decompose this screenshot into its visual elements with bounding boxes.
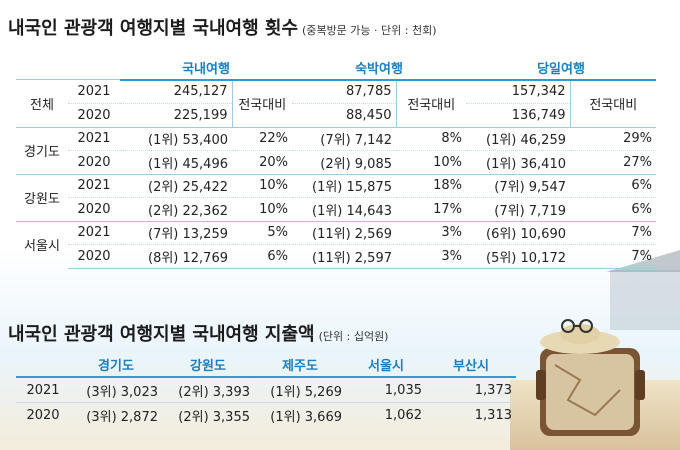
value-cell: (3위) 3,023 (86, 384, 158, 400)
header-empty (16, 56, 68, 80)
region-label: 강원도 (16, 173, 68, 221)
trip-count-table: 국내여행 숙박여행 당일여행 전체 2021 245,127 전국대비 87,785 전국대비 1… (16, 56, 656, 269)
value-cell: 245,127 (120, 79, 232, 104)
percent-cell: 10% (232, 197, 292, 221)
value-cell: (1위) 36,410 (466, 150, 570, 174)
table-row: 전체 2021 245,127 전국대비 87,785 전국대비 157,342 전국대비 (16, 79, 656, 127)
header-region: 경기도 (70, 352, 162, 378)
year-label: 2020 (68, 103, 120, 127)
value-cell: 157,342 (466, 79, 570, 104)
value-cell: (7위) 9,547 (466, 173, 570, 198)
percent-cell: 22% (232, 126, 292, 151)
percent-cell: 7% (570, 244, 656, 269)
header-overnight: 숙박여행 (292, 56, 466, 81)
table-row: 강원도 2021 (2위) 25,422 10% (1위) 15,875 18% (7위) … (16, 173, 656, 221)
table-row: 2020 (1위) 45,496 20% (2위) 9,085 10% (1위) 36,4… (16, 150, 656, 174)
percent-cell: 8% (396, 126, 466, 151)
header-row: 경기도 강원도 제주도 서울시 부산시 (16, 352, 516, 378)
percent-cell: 17% (396, 197, 466, 221)
value-cell: (2위) 9,085 (292, 150, 396, 174)
value-cell: 87,785 (292, 79, 396, 104)
region-label: 서울시 (16, 220, 68, 268)
table-row: 2020 (2위) 22,362 10% (1위) 14,643 17% (7위) 7,7… (16, 197, 656, 221)
unit-note: (중복방문 가능 · 단위 : 천회) (302, 24, 437, 37)
value-cell: (11위) 2,597 (292, 244, 396, 269)
year-label: 2021 (68, 126, 120, 151)
value-cell: (7위) 7,142 (292, 126, 396, 151)
percent-cell: 3% (396, 220, 466, 245)
title-trip-count: 내국인 관광객 여행지별 국내여행 횟수 (중복방문 가능 · 단위 : 천회) (8, 18, 437, 39)
value-cell: 88,450 (292, 103, 396, 127)
region-label: 경기도 (16, 126, 68, 174)
value-cell: (1위) 53,400 (120, 126, 232, 151)
year-label: 2020 (68, 244, 120, 269)
header-region: 부산시 (426, 352, 516, 378)
value-cell: (1위) 14,643 (292, 197, 396, 221)
ratio-label: 전국대비 (231, 79, 292, 127)
value-cell: (2위) 3,393 (178, 384, 250, 400)
value-cell: (1위) 3,669 (254, 402, 346, 427)
spending-table: 경기도 강원도 제주도 서울시 부산시 2021 (3위) 3,023 (2위) 3,393(… (16, 352, 516, 427)
value-cell: 1,373 (474, 382, 512, 398)
header-row: 국내여행 숙박여행 당일여행 (16, 56, 656, 81)
value-cell: (2위) 3,355 (162, 402, 254, 427)
year-label: 2020 (16, 402, 70, 427)
table-row: 2020 225,199 88,450 136,749 (16, 103, 656, 127)
year-label: 2021 (68, 79, 120, 104)
value-cell: (1위) 5,269 (270, 384, 342, 400)
value-cell: (6위) 10,690 (466, 220, 570, 245)
percent-cell: 6% (570, 173, 656, 198)
year-label: 2020 (68, 197, 120, 221)
table-row: 서울시 2021 (7위) 13,259 5% (11위) 2,569 3% (6위) 10… (16, 220, 656, 268)
header-domestic: 국내여행 (120, 56, 292, 81)
value-cell: (7위) 13,259 (120, 220, 232, 245)
ratio-label: 전국대비 (569, 79, 656, 127)
percent-cell: 3% (396, 244, 466, 269)
unit-note-2: (단위 : 십억원) (318, 330, 389, 343)
year-label: 2021 (68, 173, 120, 198)
title-spending: 내국인 관광객 여행지별 국내여행 지출액 (단위 : 십억원) (8, 324, 389, 345)
percent-cell: 20% (232, 150, 292, 174)
value-cell: (2위) 25,422 (120, 173, 232, 198)
value-cell: (7위) 7,719 (466, 197, 570, 221)
percent-cell: 10% (396, 150, 466, 174)
table-row: 2020 (8위) 12,769 6% (11위) 2,597 3% (5위) 10,17… (16, 244, 656, 269)
value-cell: (1위) 45,496 (120, 150, 232, 174)
percent-cell: 5% (232, 220, 292, 245)
travel-bag-illustration (510, 250, 680, 450)
value-cell: (5위) 10,172 (466, 244, 570, 269)
header-empty (68, 56, 120, 80)
value-cell: (1위) 46,259 (466, 126, 570, 151)
percent-cell: 29% (570, 126, 656, 151)
header-daytrip: 당일여행 (466, 56, 656, 81)
region-label-total: 전체 (16, 79, 68, 127)
percent-cell: 7% (570, 220, 656, 245)
value-cell: 225,199 (120, 103, 232, 127)
value-cell: 136,749 (466, 103, 570, 127)
percent-cell: 6% (232, 244, 292, 269)
header-region: 서울시 (346, 352, 426, 378)
percent-cell: 10% (232, 173, 292, 198)
value-cell: (8위) 12,769 (120, 244, 232, 269)
value-cell: (3위) 2,872 (70, 402, 162, 427)
header-empty (16, 352, 70, 378)
header-region: 강원도 (162, 352, 254, 378)
value-cell: 1,035 (384, 382, 422, 398)
table-row: 2020 (3위) 2,872 (2위) 3,355 (1위) 3,669 1,062 1… (16, 402, 516, 427)
percent-cell: 18% (396, 173, 466, 198)
percent-cell: 27% (570, 150, 656, 174)
year-label: 2020 (68, 150, 120, 174)
table-row: 경기도 2021 (1위) 53,400 22% (7위) 7,142 8% (1위) 46… (16, 126, 656, 174)
value-cell: 1,062 (346, 402, 426, 427)
percent-cell: 6% (570, 197, 656, 221)
value-cell: 1,313 (426, 402, 516, 427)
value-cell: (2위) 22,362 (120, 197, 232, 221)
header-region: 제주도 (254, 352, 346, 378)
year-label: 2021 (68, 220, 120, 245)
year-label: 2021 (26, 382, 60, 398)
value-cell: (11위) 2,569 (292, 220, 396, 245)
ratio-label: 전국대비 (395, 79, 466, 127)
table-row: 2021 (3위) 3,023 (2위) 3,393 (1위) 5,269 1,035 1… (16, 377, 516, 403)
value-cell: (1위) 15,875 (292, 173, 396, 198)
